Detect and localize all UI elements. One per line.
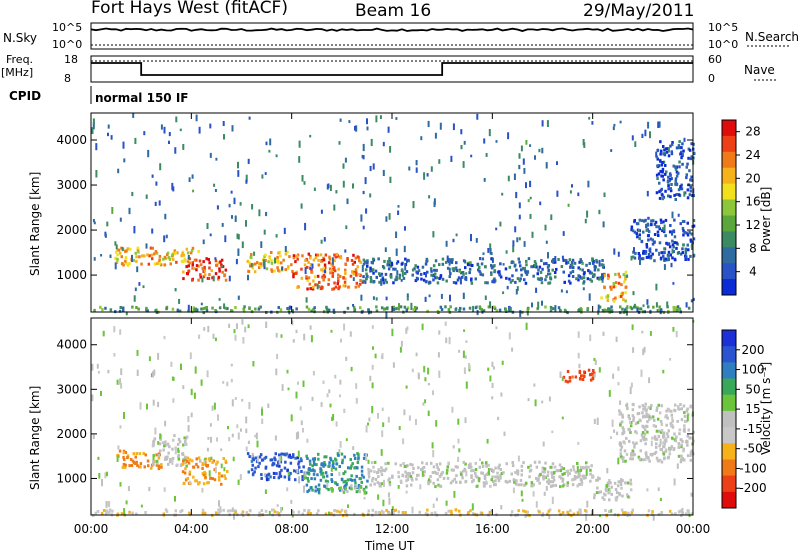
power-colorbar-segment	[722, 199, 736, 216]
velocity-colorbar-tick-label: -15	[743, 422, 763, 436]
time-xtick-label: 04:00	[174, 522, 209, 536]
velocity-colorbar-segment	[722, 330, 736, 347]
noise-panel-frame	[90, 22, 694, 50]
velocity-ytick-label: 3000	[56, 382, 87, 396]
velocity-colorbar-tick-label: -100	[739, 461, 766, 475]
power-colorbar-segment	[722, 231, 736, 248]
power-colorbar-segment	[722, 247, 736, 264]
power-colorbar-segment	[722, 279, 736, 296]
power-colorbar-segment	[722, 263, 736, 280]
power-colorbar-segment	[722, 183, 736, 200]
velocity-colorbar-frame	[721, 329, 737, 509]
velocity-colorbar-segment	[722, 378, 736, 396]
time-xtick-label: 20:00	[575, 522, 610, 536]
velocity-colorbar-tick-label: 15	[745, 402, 760, 416]
power-ytick-label: 3000	[56, 178, 87, 192]
velocity-colorbar-tick-label: -50	[743, 442, 763, 456]
power-heatmap	[91, 113, 696, 319]
freq-unit-label: [MHz]	[1, 66, 34, 79]
nsky-trace	[90, 27, 694, 32]
power-colorbar-tick-label: 12	[745, 218, 760, 232]
power-colorbar-tick-label: 16	[745, 195, 760, 209]
velocity-colorbar-tick-label: -200	[739, 481, 766, 495]
velocity-ytick-label: 2000	[56, 427, 87, 441]
power-colorbar-segment	[722, 167, 736, 185]
freq-tick-low: 8	[64, 72, 71, 85]
time-xtick-label: 00:00	[676, 522, 711, 536]
power-colorbar-tick-label: 20	[745, 171, 760, 185]
power-colorbar-frame	[721, 119, 737, 296]
time-xtick-label: 16:00	[475, 522, 510, 536]
cpid-value: normal 150 IF	[95, 91, 189, 105]
velocity-colorbar-segment	[722, 459, 736, 477]
velocity-panel-frame	[90, 317, 694, 516]
nsearch-tick-high: 10^5	[708, 21, 739, 34]
beam-title: Beam 16	[355, 1, 432, 21]
power-colorbar-segment	[722, 135, 736, 153]
velocity-ytick-label: 1000	[56, 471, 87, 485]
nsearch-label: N.Search	[745, 30, 800, 44]
velocity-colorbar-segment	[722, 491, 736, 509]
power-colorbar-segment	[722, 120, 736, 137]
freq-trace	[91, 62, 693, 76]
power-ytick-label: 1000	[56, 268, 87, 282]
freq-tick-high: 18	[64, 53, 78, 66]
velocity-colorbar-tick-label: 100	[742, 363, 765, 377]
freq-panel-frame	[90, 55, 694, 83]
nave-label: Nave	[744, 63, 775, 77]
power-colorbar-tick-label: 28	[745, 125, 760, 139]
nsky-tick-high: 10^5	[52, 21, 83, 34]
velocity-colorbar-segment	[722, 362, 736, 380]
power-ytick-label: 4000	[56, 133, 87, 147]
power-ytick-label: 2000	[56, 223, 87, 237]
velocity-colorbar-segment	[722, 346, 736, 363]
power-colorbar-segment	[722, 151, 736, 169]
velocity-colorbar-segment	[722, 410, 736, 428]
date-title: 29/May/2011	[583, 1, 695, 21]
time-xtick-label: 00:00	[74, 522, 109, 536]
nave-tick-high: 60	[708, 53, 722, 66]
station-title: Fort Hays West (fitACF)	[91, 0, 288, 18]
nsearch-tick-low: 10^0	[708, 38, 739, 51]
time-xlabel: Time UT	[365, 539, 415, 553]
velocity-colorbar-segment	[722, 427, 736, 444]
velocity-colorbar-segment	[722, 443, 736, 460]
power-colorbar-segment	[722, 215, 736, 232]
time-xtick-label: 08:00	[274, 522, 309, 536]
nsky-label: N.Sky	[3, 31, 38, 45]
cpid-label: CPID	[9, 89, 42, 103]
power-colorbar-tick-label: 4	[749, 265, 757, 279]
velocity-ytick-label: 4000	[56, 338, 87, 352]
nsky-tick-low: 10^0	[52, 38, 83, 51]
power-colorbar-tick-label: 8	[749, 241, 757, 255]
power-colorbar-tick-label: 24	[745, 148, 760, 162]
time-xtick-label: 12:00	[375, 522, 410, 536]
velocity-colorbar-segment	[722, 394, 736, 412]
nave-tick-low: 0	[708, 72, 715, 85]
velocity-colorbar-tick-label: 50	[745, 382, 760, 396]
velocity-heatmap	[91, 319, 695, 521]
freq-label: Freq.	[6, 53, 34, 66]
velocity-colorbar-tick-label: 200	[742, 343, 765, 357]
velocity-colorbar-segment	[722, 475, 736, 493]
